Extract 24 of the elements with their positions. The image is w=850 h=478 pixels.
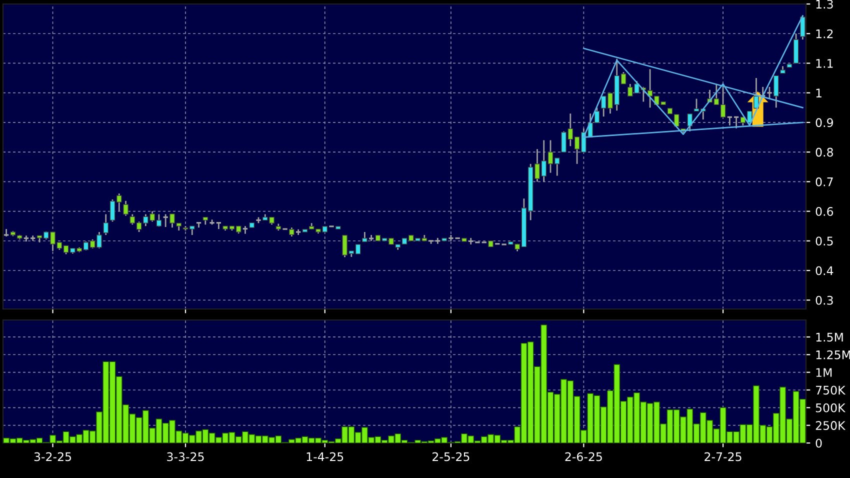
x-tick-label: 3-3-25 [167,452,204,462]
y-tick-label: 1.25M [816,350,850,360]
y-tick-label: 1.1 [816,59,833,68]
y-tick-label: 750K [816,386,846,395]
x-tick-label: 2-6-25 [565,452,602,462]
y-tick-label: 0.3 [816,296,833,305]
y-tick-label: 0.7 [816,177,833,186]
y-tick-label: 250K [816,421,846,430]
y-tick-label: 1M [816,368,832,377]
x-tick-label: 2-5-25 [432,452,470,462]
y-tick-label: 1.2 [816,29,833,38]
y-tick-label: 1.5M [816,332,843,342]
y-tick-label: 0.9 [816,118,833,128]
x-tick-label: 2-7-25 [704,452,742,462]
y-tick-label: 1.3 [816,0,833,9]
y-tick-label: 0.8 [816,148,833,157]
y-tick-label: 0.4 [816,266,834,276]
x-tick-label: 1-4-25 [306,452,344,462]
y-tick-label: 1 [816,88,822,98]
x-tick-label: 3-2-25 [34,452,72,462]
y-tick-label: 0.5 [816,236,833,246]
y-tick-label: 0.6 [816,207,834,216]
y-tick-label: 0 [816,438,822,448]
y-tick-label: 500K [816,403,846,412]
